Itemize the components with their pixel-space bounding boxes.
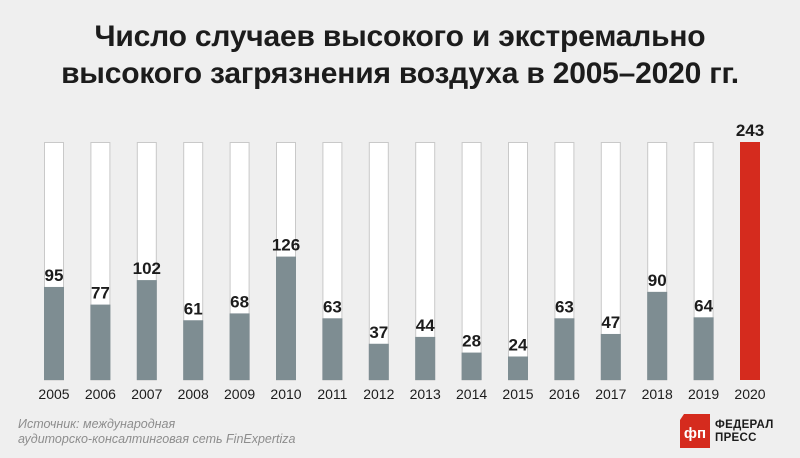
bar-2012 <box>368 343 389 380</box>
data-label-2011: 63 <box>323 297 342 316</box>
logo-mark-text: фп <box>684 425 706 442</box>
x-tick-label-2016: 2016 <box>549 386 580 402</box>
data-label-2014: 28 <box>462 332 481 351</box>
data-label-2016: 63 <box>555 297 574 316</box>
data-label-2010: 126 <box>272 236 300 255</box>
source-line-1: Источник: международная <box>18 417 176 431</box>
x-tick-label-2006: 2006 <box>85 386 116 402</box>
x-tick-label-2019: 2019 <box>688 386 719 402</box>
bar-2017 <box>600 333 621 380</box>
data-label-2017: 47 <box>601 313 620 332</box>
x-tick-label-2005: 2005 <box>38 386 69 402</box>
bar-chart: 95 2005 77 2006 102 2007 61 2008 68 2009 126 2010 63… <box>38 121 765 402</box>
data-label-2005: 95 <box>45 266 64 285</box>
bar-2015 <box>508 356 528 380</box>
bar-2008 <box>183 320 204 380</box>
bar-2013 <box>415 336 436 380</box>
data-label-2020: 243 <box>736 121 764 140</box>
data-label-2009: 68 <box>230 292 249 311</box>
bar-2005 <box>44 286 64 380</box>
bar-2018 <box>647 291 668 380</box>
bar-2011 <box>322 318 343 380</box>
federal-press-logo: фп ФЕДЕРАЛ ПРЕСС <box>680 414 790 448</box>
x-tick-label-2017: 2017 <box>595 386 626 402</box>
bar-2020 <box>740 142 760 380</box>
bar-2016 <box>554 318 575 380</box>
x-tick-label-2015: 2015 <box>502 386 533 402</box>
x-tick-label-2018: 2018 <box>642 386 673 402</box>
source-note: Источник: международная аудиторско-конса… <box>18 417 296 447</box>
data-label-2007: 102 <box>133 259 161 278</box>
logo-line-1: ФЕДЕРАЛ <box>715 419 774 431</box>
bar-2010 <box>276 256 296 380</box>
x-tick-label-2009: 2009 <box>224 386 255 402</box>
data-label-2008: 61 <box>184 299 203 318</box>
x-tick-label-2008: 2008 <box>178 386 209 402</box>
bar-2006 <box>90 304 111 380</box>
bar-2009 <box>229 313 250 380</box>
data-label-2006: 77 <box>91 284 110 303</box>
data-label-2018: 90 <box>648 271 667 290</box>
title-line-1: Число случаев высокого и экстремально <box>94 20 706 53</box>
bar-2014 <box>461 352 482 380</box>
x-tick-label-2007: 2007 <box>131 386 162 402</box>
x-tick-label-2012: 2012 <box>363 386 394 402</box>
x-tick-label-2013: 2013 <box>410 386 441 402</box>
bar-2007 <box>136 280 157 380</box>
title-line-2: высокого загрязнения воздуха в 2005–2020… <box>61 57 739 90</box>
data-label-2019: 64 <box>694 296 713 315</box>
chart-title: Число случаев высокого и экстремально вы… <box>0 18 800 92</box>
data-label-2015: 24 <box>509 335 528 354</box>
logo-mark-icon: фп <box>680 414 710 448</box>
x-tick-label-2020: 2020 <box>734 386 765 402</box>
x-tick-label-2010: 2010 <box>270 386 301 402</box>
bar-2019 <box>693 317 714 380</box>
x-tick-label-2011: 2011 <box>317 386 347 402</box>
x-tick-label-2014: 2014 <box>456 386 487 402</box>
data-label-2012: 37 <box>369 323 388 342</box>
data-label-2013: 44 <box>416 316 435 335</box>
source-line-2: аудиторско-консалтинговая сеть FinExpert… <box>18 432 296 446</box>
logo-text: ФЕДЕРАЛ ПРЕСС <box>715 419 774 444</box>
logo-line-2: ПРЕСС <box>715 431 757 444</box>
